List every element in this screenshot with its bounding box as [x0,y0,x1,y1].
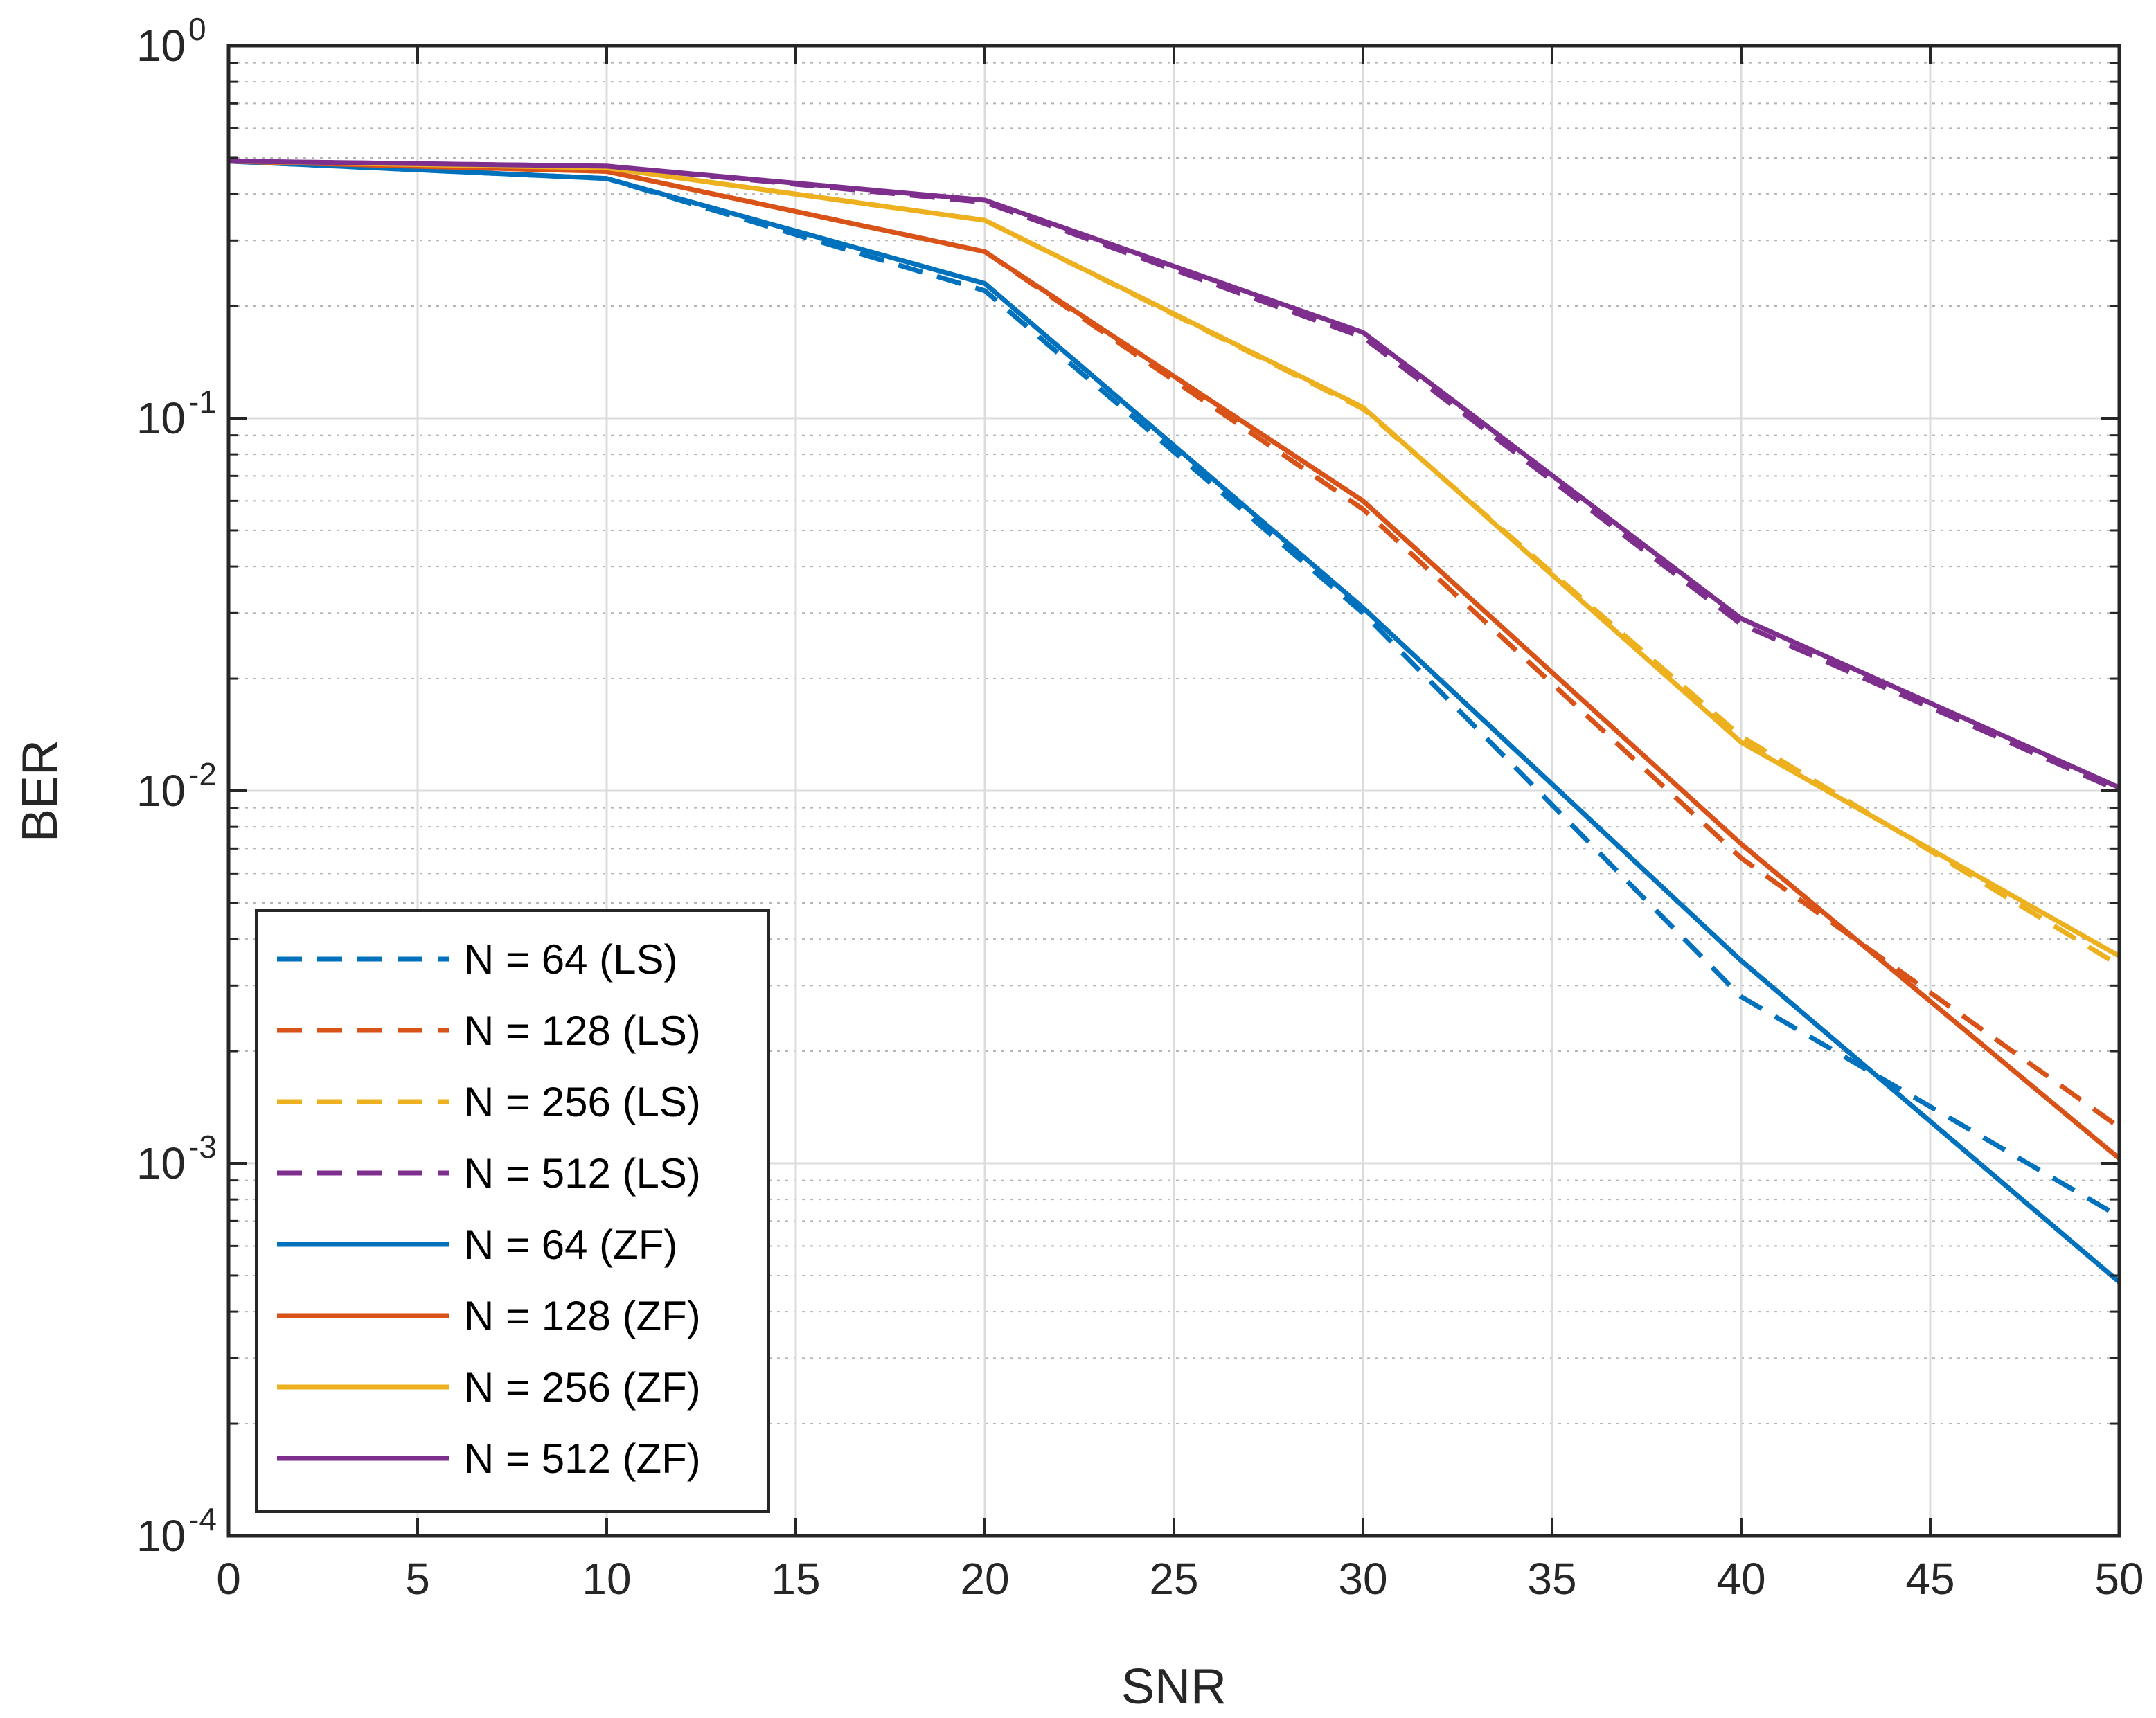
x-tick-label: 0 [216,1554,241,1604]
y-tick-exponent: -1 [188,384,217,420]
y-axis-title: BER [12,740,68,842]
legend-label: N = 64 (LS) [464,936,677,983]
legend-box [255,909,770,1513]
x-axis-title: SNR [1121,1659,1227,1715]
x-tick-label: 50 [2094,1554,2144,1604]
x-tick-label: 35 [1527,1554,1576,1604]
plot-lines [228,159,2121,1285]
y-tick-label: 10 [136,393,186,443]
series-line-n-128-ls [228,159,2121,1129]
series-line-n-64-zf [228,159,2121,1285]
x-tick-label: 20 [960,1554,1009,1604]
y-tick-label: 10 [136,1138,186,1188]
y-tick-exponent: 0 [188,11,206,47]
legend-label: N = 512 (ZF) [464,1435,701,1482]
tick-labels: 10 010 -110 -210 -310 -40 5 10 15 20 25 30 35 40 45 50 [136,11,2144,1604]
y-tick-exponent: -2 [188,756,217,792]
legend-label: N = 256 (LS) [464,1079,701,1125]
legend-label: N = 64 (ZF) [464,1222,677,1268]
x-tick-label: 5 [405,1554,430,1604]
legend-label: N = 256 (ZF) [464,1364,701,1411]
x-tick-label: 30 [1338,1554,1387,1604]
series-line-n-128-zf [228,159,2121,1161]
legend: N = 64 (LS) N = 128 (LS) N = 256 (LS) N = 5… [255,909,770,1513]
y-tick-label: 10 [136,1511,186,1561]
axis-ticks [227,44,2121,1537]
grid [227,44,2121,1537]
x-tick-label: 40 [1716,1554,1765,1604]
series-line-n-512-zf [228,159,2121,790]
legend-label: N = 128 (ZF) [464,1293,701,1339]
y-tick-label: 10 [136,766,186,816]
y-tick-exponent: -4 [188,1501,217,1537]
legend-label: N = 512 (LS) [464,1150,701,1197]
y-tick-exponent: -3 [188,1129,217,1165]
x-tick-label: 15 [771,1554,820,1604]
series-line-n-512-ls [228,159,2121,794]
x-tick-label: 45 [1905,1554,1954,1604]
x-tick-label: 25 [1149,1554,1198,1604]
x-tick-label: 10 [582,1554,631,1604]
series-line-n-64-ls [228,159,2121,1219]
legend-label: N = 128 (LS) [464,1008,701,1054]
y-tick-label: 10 [136,21,186,71]
